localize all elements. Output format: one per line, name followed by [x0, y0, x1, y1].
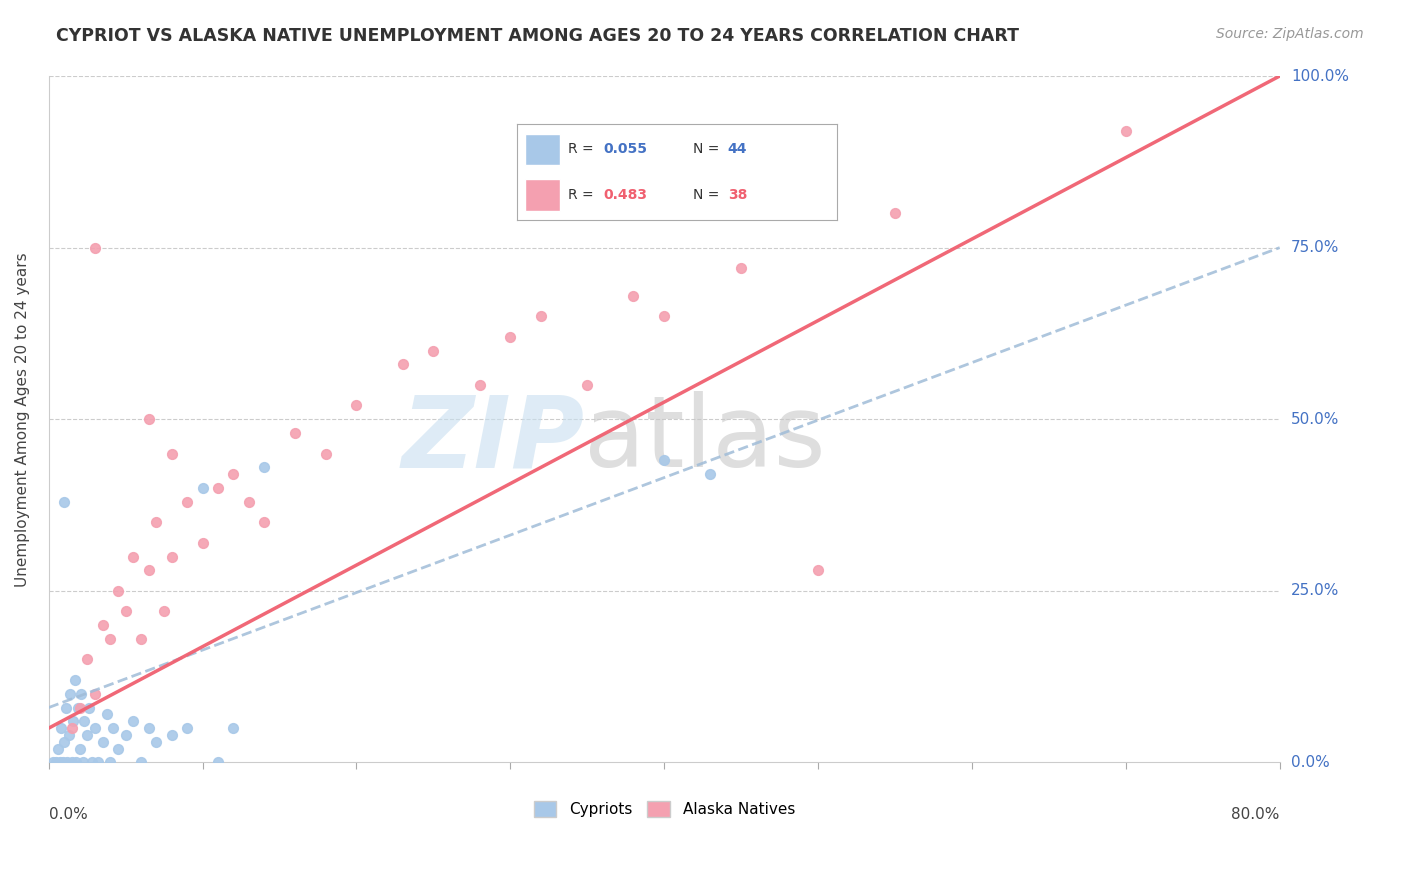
Point [191, 481, 214, 495]
Point [56, 756, 79, 770]
Point [76, 652, 98, 666]
Point [87, 756, 110, 770]
Text: 0.0%: 0.0% [1291, 755, 1330, 770]
Point [52, 756, 75, 770]
Point [623, 288, 645, 302]
Point [58, 728, 80, 742]
Y-axis label: Unemployment Among Ages 20 to 24 years: Unemployment Among Ages 20 to 24 years [15, 252, 30, 587]
Text: 0.0%: 0.0% [49, 807, 87, 822]
Point [55, 700, 77, 714]
Point [129, 632, 152, 646]
Point [530, 310, 553, 324]
Point [160, 446, 183, 460]
Point [191, 536, 214, 550]
Point [176, 721, 198, 735]
Point [315, 446, 337, 460]
Point [62, 714, 84, 729]
Text: 25.0%: 25.0% [1291, 583, 1339, 599]
Point [42, 756, 65, 770]
Point [96, 707, 118, 722]
Point [138, 412, 160, 426]
Point [59, 687, 82, 701]
Point [84, 721, 107, 735]
Point [114, 604, 136, 618]
Text: atlas: atlas [585, 392, 825, 488]
Point [699, 467, 721, 482]
Text: 50.0%: 50.0% [1291, 412, 1339, 426]
Point [73, 714, 96, 729]
Point [652, 453, 675, 467]
Point [238, 494, 260, 508]
Point [98, 756, 121, 770]
Text: Source: ZipAtlas.com: Source: ZipAtlas.com [1216, 27, 1364, 41]
Point [138, 721, 160, 735]
Point [46, 741, 69, 756]
Point [176, 494, 198, 508]
Point [63, 673, 86, 687]
Point [122, 714, 145, 729]
Point [114, 728, 136, 742]
Text: ZIP: ZIP [401, 392, 585, 488]
Point [422, 343, 444, 358]
Point [153, 604, 176, 618]
Point [884, 206, 907, 220]
Point [53, 735, 76, 749]
Point [145, 515, 167, 529]
Point [160, 549, 183, 564]
Point [222, 467, 245, 482]
Point [48, 756, 70, 770]
Point [103, 721, 125, 735]
Point [98, 632, 121, 646]
Point [468, 378, 491, 392]
Point [807, 563, 830, 577]
Point [49, 721, 72, 735]
Point [69, 700, 91, 714]
Point [207, 481, 229, 495]
Point [652, 310, 675, 324]
Point [60, 756, 83, 770]
Point [53, 494, 76, 508]
Point [45, 756, 67, 770]
Point [84, 241, 107, 255]
Point [60, 721, 83, 735]
Text: 100.0%: 100.0% [1291, 69, 1348, 84]
Point [91, 618, 114, 632]
Point [576, 378, 599, 392]
Point [346, 399, 368, 413]
Point [70, 687, 93, 701]
Point [499, 330, 522, 344]
Point [122, 549, 145, 564]
Point [80, 756, 103, 770]
Point [1115, 124, 1137, 138]
Point [730, 261, 752, 276]
Point [284, 425, 307, 440]
Point [138, 563, 160, 577]
Point [129, 756, 152, 770]
Point [84, 687, 107, 701]
Point [253, 515, 276, 529]
Point [66, 700, 89, 714]
Point [222, 721, 245, 735]
Point [107, 583, 129, 598]
Point [77, 700, 100, 714]
Text: 80.0%: 80.0% [1232, 807, 1279, 822]
Legend: Cypriots, Alaska Natives: Cypriots, Alaska Natives [527, 796, 801, 823]
Point [253, 460, 276, 475]
Text: 75.0%: 75.0% [1291, 240, 1339, 255]
Point [76, 728, 98, 742]
Point [207, 756, 229, 770]
Text: CYPRIOT VS ALASKA NATIVE UNEMPLOYMENT AMONG AGES 20 TO 24 YEARS CORRELATION CHAR: CYPRIOT VS ALASKA NATIVE UNEMPLOYMENT AM… [56, 27, 1019, 45]
Point [107, 741, 129, 756]
Point [69, 741, 91, 756]
Point [391, 357, 413, 371]
Point [160, 728, 183, 742]
Point [65, 756, 87, 770]
Point [91, 735, 114, 749]
Point [145, 735, 167, 749]
Point [72, 756, 94, 770]
